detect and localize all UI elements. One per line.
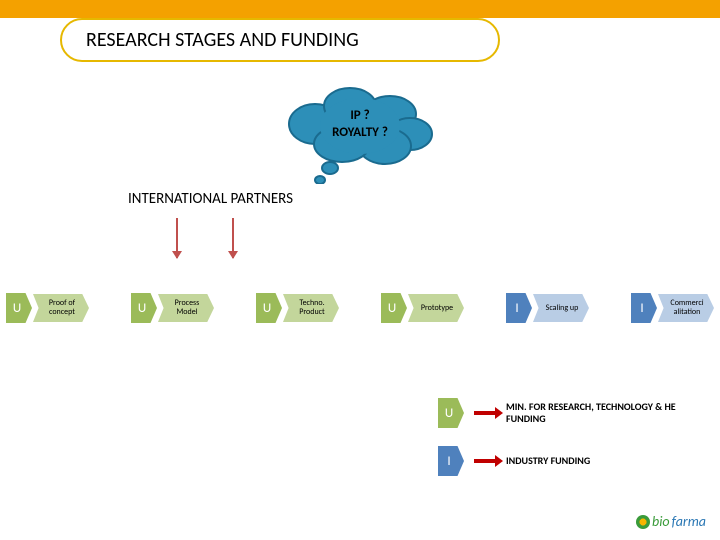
- legend-row-u: U MIN. FOR RESEARCH, TECHNOLOGY & HE FUN…: [438, 398, 696, 428]
- stage-item: U Proof of concept: [6, 293, 89, 323]
- biofarma-logo: biofarma: [636, 513, 706, 530]
- legend-i-text: INDUSTRY FUNDING: [506, 455, 590, 467]
- stage-item: U Prototype: [381, 293, 464, 323]
- stage-item: I Scaling up: [506, 293, 589, 323]
- legend-i-badge: I: [438, 446, 464, 476]
- stage-badge: I: [631, 293, 657, 323]
- logo-mark-icon: [636, 515, 650, 529]
- stage-label: Techno. Product: [283, 294, 339, 322]
- legend-arrow-icon: [474, 459, 496, 463]
- thought-cloud: IP ? ROYALTY ?: [280, 84, 440, 168]
- stages-row: U Proof of concept U Process Model U Tec…: [0, 288, 720, 328]
- stage-label: Proof of concept: [33, 294, 89, 322]
- stage-label: Process Model: [158, 294, 214, 322]
- stage-badge: U: [131, 293, 157, 323]
- title-text: RESEARCH STAGES AND FUNDING: [86, 28, 359, 52]
- cloud-text: IP ? ROYALTY ?: [280, 108, 440, 142]
- down-arrow-1: [176, 218, 178, 258]
- legend-row-i: I INDUSTRY FUNDING: [438, 446, 590, 476]
- stage-badge: U: [6, 293, 32, 323]
- stage-badge: U: [381, 293, 407, 323]
- stage-label: Prototype: [408, 294, 464, 322]
- stage-item: I Commerci alitation: [631, 293, 714, 323]
- legend-arrow-icon: [474, 411, 496, 415]
- cloud-line2: ROYALTY ?: [280, 125, 440, 142]
- stage-item: U Techno. Product: [256, 293, 339, 323]
- legend-u-text: MIN. FOR RESEARCH, TECHNOLOGY & HE FUNDI…: [506, 401, 696, 425]
- logo-bio: bio: [652, 513, 670, 530]
- page-title: RESEARCH STAGES AND FUNDING: [60, 18, 500, 62]
- down-arrow-2: [232, 218, 234, 258]
- top-accent-bar: [0, 0, 720, 18]
- logo-farma: farma: [672, 513, 706, 530]
- stage-label: Scaling up: [533, 294, 589, 322]
- legend-u-badge: U: [438, 398, 464, 428]
- stage-badge: U: [256, 293, 282, 323]
- stage-badge: I: [506, 293, 532, 323]
- stage-item: U Process Model: [131, 293, 214, 323]
- cloud-line1: IP ?: [280, 108, 440, 125]
- partners-label: INTERNATIONAL PARTNERS: [128, 190, 293, 208]
- stage-label: Commerci alitation: [658, 294, 714, 322]
